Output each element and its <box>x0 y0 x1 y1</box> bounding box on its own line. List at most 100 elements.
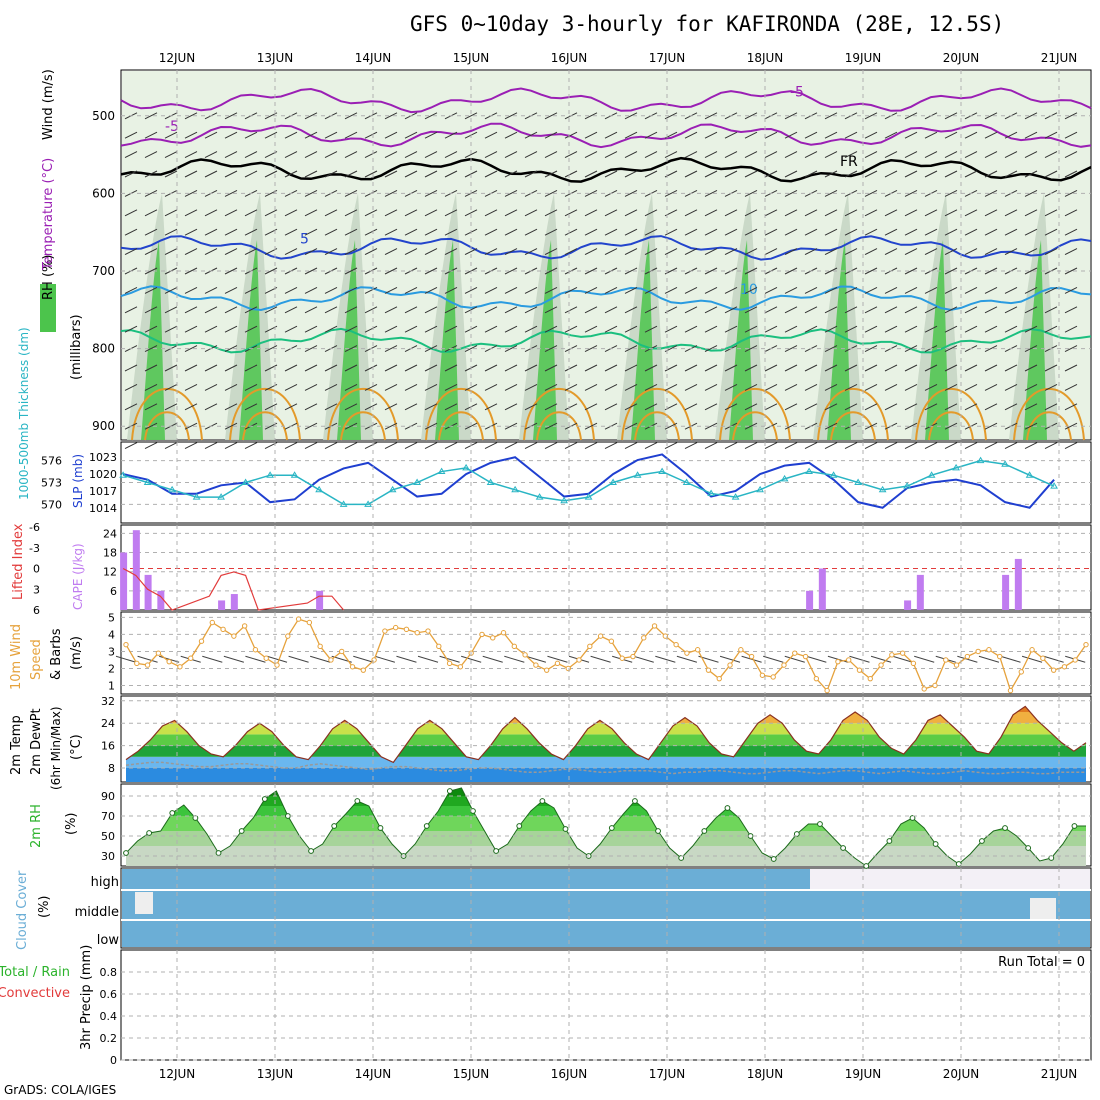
cape-bar <box>144 574 152 610</box>
wind-barb <box>644 286 658 294</box>
wind-barb <box>224 364 238 372</box>
thickness-marker <box>609 478 617 485</box>
wind-barb <box>844 306 858 314</box>
wind-barb <box>864 267 878 275</box>
rh-point <box>215 850 222 856</box>
wind-barb <box>310 655 331 663</box>
wind-barb <box>384 189 398 197</box>
axis-label-cloud: Cloud Cover <box>15 870 30 950</box>
thickness-marker <box>217 493 225 500</box>
wind-barb <box>424 267 438 275</box>
wind-barb <box>504 383 518 391</box>
wind-barb <box>482 655 503 663</box>
wind-barb <box>1044 403 1058 411</box>
wind-barb <box>704 306 718 314</box>
rh-point <box>261 796 268 802</box>
lifted-tick: -6 <box>29 521 40 534</box>
wind-barb <box>1024 306 1038 314</box>
wind-barb <box>604 442 618 450</box>
dewpoint-line <box>125 761 1086 775</box>
wind-barb <box>884 228 898 236</box>
temp-contour-warm <box>425 388 497 441</box>
wind-barb <box>244 325 258 333</box>
rh-point <box>562 826 569 832</box>
temp-contour <box>120 87 1092 114</box>
wind-tick: 4 <box>108 628 115 641</box>
wind-barb <box>864 151 878 159</box>
wind-barb <box>904 286 918 294</box>
wind-barb <box>384 306 398 314</box>
lifted-line <box>122 567 345 611</box>
wind-barb <box>984 228 998 236</box>
wind-barb <box>1044 209 1058 217</box>
wind-barb <box>1024 442 1038 450</box>
wind-barb <box>864 345 878 353</box>
wind-barb <box>264 131 278 139</box>
wind-barb <box>124 248 138 256</box>
wind-barb <box>344 306 358 314</box>
wind-barb <box>924 209 938 217</box>
wind-barb <box>844 170 858 178</box>
temp-contour <box>120 156 1092 183</box>
wind-barb <box>544 267 558 275</box>
wind-point <box>134 660 140 667</box>
cape-tick: 6 <box>110 585 117 598</box>
wind-barb <box>664 383 678 391</box>
wind-barb <box>204 228 218 236</box>
wind-barb <box>224 267 238 275</box>
thickness-marker <box>903 482 911 489</box>
wind-barb <box>544 383 558 391</box>
wind-barb <box>504 403 518 411</box>
wind-barb <box>764 209 778 217</box>
axis-label-temp: Temperature (°C) <box>41 158 56 271</box>
thickness-marker <box>584 493 593 500</box>
wind-barb <box>144 170 158 178</box>
wind-barb <box>984 209 998 217</box>
wind-barb <box>1024 209 1038 217</box>
wind-barb <box>884 364 898 372</box>
wind-barb <box>904 151 918 159</box>
wind-barb <box>204 248 218 256</box>
axis-label-pressure: (millibars) <box>69 314 84 380</box>
precip-tick: 0.8 <box>100 966 118 979</box>
wind-barb <box>804 364 818 372</box>
wind-barb <box>904 364 918 372</box>
wind-barb <box>504 248 518 256</box>
wind-barb <box>184 325 198 333</box>
wind-point <box>899 650 906 656</box>
wind-barb <box>806 655 827 663</box>
wind-barb <box>624 345 638 353</box>
wind-barb <box>564 364 578 372</box>
wind-barb <box>864 209 878 217</box>
wind-barb <box>924 364 938 372</box>
wind-barb <box>244 306 258 314</box>
wind-barb <box>1004 248 1018 256</box>
chart-title: GFS 0~10day 3-hourly for KAFIRONDA (28E,… <box>410 12 1005 36</box>
thickness-marker <box>315 485 323 493</box>
wind-barb <box>504 364 518 372</box>
wind-barb <box>184 364 198 372</box>
axis-label-lifted: Lifted Index <box>11 523 26 600</box>
wind-barb <box>904 228 918 236</box>
wind-barb <box>864 189 878 197</box>
thickness-marker <box>535 493 544 500</box>
wind-barb <box>944 345 958 353</box>
wind-barb <box>804 131 818 139</box>
wind-barb <box>684 151 698 159</box>
wind-barb <box>204 383 218 391</box>
wind-barb <box>904 248 918 256</box>
temp-band <box>126 745 1086 757</box>
wind-point <box>748 653 755 660</box>
wind-point <box>188 655 194 661</box>
wind-barb <box>824 325 838 333</box>
slp-thickness-plot <box>119 453 1091 509</box>
wind-barb <box>604 364 618 372</box>
wind-barb <box>484 442 498 450</box>
wind-barb <box>504 286 518 294</box>
wind-barb <box>404 151 418 159</box>
temp-contour <box>120 285 1092 312</box>
wind-barb <box>484 151 498 159</box>
temp-tick: 24 <box>101 717 115 730</box>
wind-barb <box>124 131 138 139</box>
wind-barb <box>624 286 638 294</box>
